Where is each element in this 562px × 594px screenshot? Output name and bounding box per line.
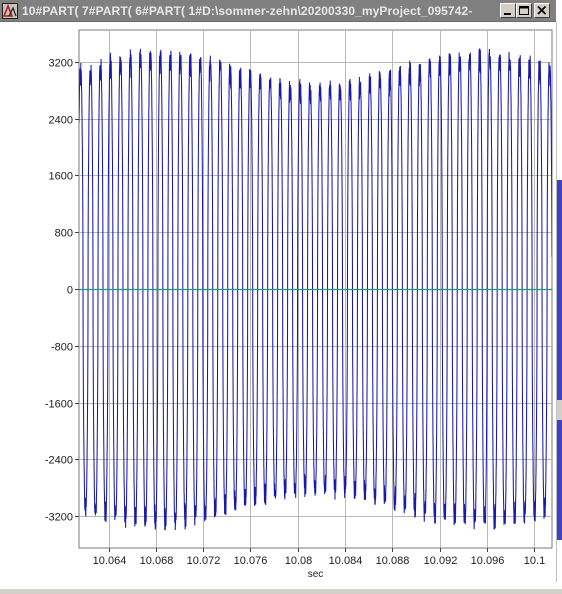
y-tick-label: -1600 [45, 399, 73, 411]
background-window-edge [556, 0, 562, 589]
plot-area[interactable]: 3200 2400 1600 800 0 -800 -1600 -2400 -3200 10.06… [0, 22, 556, 589]
y-tick-label: 3200 [49, 58, 73, 70]
y-tick-label: 1600 [49, 171, 73, 183]
y-tick-label: -2400 [45, 455, 73, 467]
x-tick-label: 10.068 [140, 555, 174, 567]
title-bar[interactable]: 10#PART( 7#PART( 6#PART( 1#D:\sommer-zeh… [0, 0, 556, 22]
waveform-chart[interactable]: 3200 2400 1600 800 0 -800 -1600 -2400 -3200 10.06… [0, 22, 556, 589]
x-tick-label: 10.08 [285, 555, 313, 567]
window-title: 10#PART( 7#PART( 6#PART( 1#D:\sommer-zeh… [22, 4, 473, 18]
x-tick-label: 10.092 [424, 555, 458, 567]
signal-series-line[interactable] [79, 48, 552, 531]
y-tick-label: 2400 [49, 115, 73, 127]
x-tick-label: 10.1 [524, 555, 545, 567]
background-window-sliver [556, 22, 562, 582]
close-button[interactable] [534, 3, 550, 18]
y-tick-label: -3200 [45, 512, 73, 524]
app-logo-icon[interactable] [2, 3, 18, 19]
x-tick-label: 10.088 [376, 555, 410, 567]
y-tick-label: 0 [67, 285, 73, 297]
x-tick-label: 10.064 [93, 555, 127, 567]
x-tick-label: 10.072 [187, 555, 221, 567]
y-tick-label: 800 [55, 228, 73, 240]
maximize-button[interactable] [516, 3, 532, 18]
x-tick-label: 10.096 [471, 555, 505, 567]
maximize-icon [519, 6, 529, 15]
y-tick-label: -800 [51, 342, 73, 354]
minimize-button[interactable] [500, 3, 516, 18]
x-tick-label: 10.084 [329, 555, 363, 567]
minimize-icon [504, 13, 511, 15]
close-icon [537, 5, 547, 15]
x-tick-label: 10.076 [234, 555, 268, 567]
x-axis-label: sec [308, 569, 324, 580]
